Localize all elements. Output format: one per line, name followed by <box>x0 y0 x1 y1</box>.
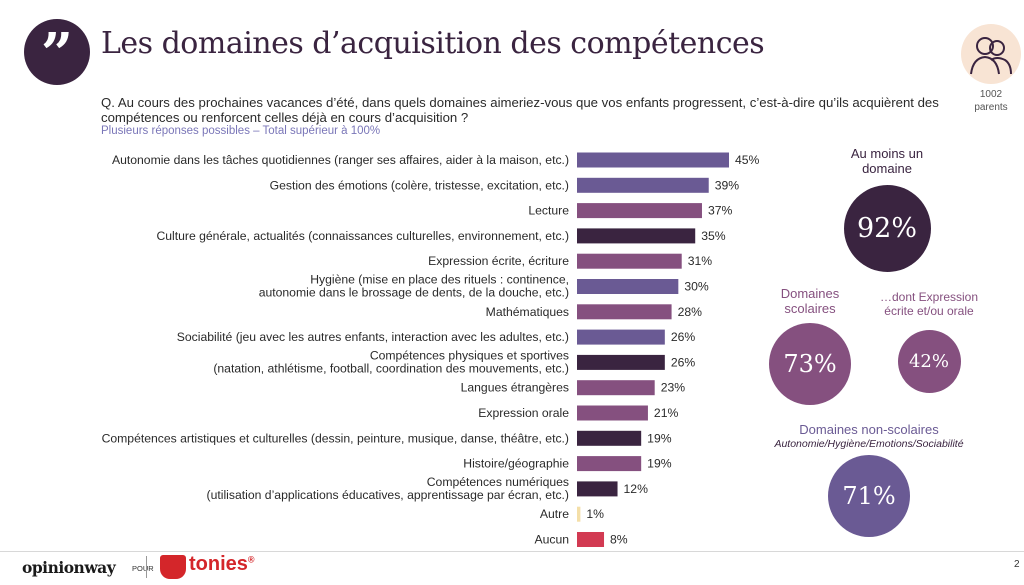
category-label-15: Aucun <box>534 533 569 547</box>
summary-any: Au moins un domaine 92% <box>820 146 954 272</box>
category-label-12: Histoire/géographie <box>463 457 569 471</box>
category-label-10: Expression orale <box>478 406 569 420</box>
bar-6 <box>577 304 672 320</box>
bar-15 <box>577 532 605 547</box>
parents-count: 1002 <box>979 89 1003 100</box>
category-label-13-line-0: Compétences numériques <box>427 475 569 489</box>
category-label-13: Compétences numériques (utilisation d’app… <box>207 475 569 502</box>
value-label-11: 19% <box>647 431 672 445</box>
pour-label: POUR <box>132 564 154 573</box>
value-label-7: 26% <box>671 330 696 344</box>
value-label-4: 31% <box>688 254 713 268</box>
summary-nonschool-value: 71% <box>842 482 896 510</box>
value-label-9: 23% <box>661 381 686 395</box>
bar-1 <box>577 177 709 193</box>
category-label-5-line-1: autonomie dans le brossage de dents, de … <box>259 286 569 300</box>
value-label-0: 45% <box>735 153 760 167</box>
summary-school-expression-value: 42% <box>908 351 949 372</box>
category-label-14: Autre <box>540 507 569 521</box>
survey-question: Q. Au cours des prochaines vacances d’ét… <box>101 95 939 125</box>
brand-separator <box>146 556 147 578</box>
summary-any-value: 92% <box>856 213 917 244</box>
footer: opinionway POUR tonies® 2 <box>0 550 1024 585</box>
opinionway-logo: opinionway <box>22 558 116 577</box>
bar-11 <box>577 430 642 446</box>
bar-5 <box>577 279 679 294</box>
value-label-10: 21% <box>654 406 679 420</box>
sample-size: 1002 parents <box>955 24 1024 114</box>
bar-2 <box>577 203 702 219</box>
registered-mark: ® <box>247 554 255 565</box>
summary-nonschool-title: Domaines non-scolaires <box>799 422 939 437</box>
summary-school-circle: 73% <box>769 323 851 405</box>
summary-school-value: 73% <box>783 350 837 378</box>
value-label-6: 28% <box>678 305 703 319</box>
bar-9 <box>577 380 655 396</box>
tonies-logo: tonies® <box>189 553 255 576</box>
value-label-8: 26% <box>671 355 696 369</box>
footer-divider <box>0 551 1024 552</box>
value-label-5: 30% <box>684 280 709 294</box>
tonies-logo-icon <box>160 555 186 579</box>
bar-3 <box>577 228 696 244</box>
bar-4 <box>577 253 682 269</box>
category-label-8-line-0: Compétences physiques et sportives <box>370 348 569 362</box>
summary-nonschool-circle: 71% <box>828 455 910 537</box>
category-label-9: Langues étrangères <box>461 381 569 395</box>
summary-nonschool: Domaines non-scolaires Autonomie/Hygiène… <box>742 422 996 537</box>
category-label-6: Mathématiques <box>486 305 569 319</box>
value-label-2: 37% <box>708 204 733 218</box>
category-label-8: Compétences physiques et sportives (natat… <box>213 348 569 375</box>
summary-nonschool-subtitle: Autonomie/Hygiène/Emotions/Sociabilité <box>774 438 964 450</box>
quote-icon: ” <box>24 19 90 87</box>
page-title: Les domaines d’acquisition des compétenc… <box>101 26 765 61</box>
category-label-3: Culture générale, actualités (connaissan… <box>156 229 569 243</box>
value-label-12: 19% <box>647 457 672 471</box>
bar-7 <box>577 329 665 345</box>
page-number: 2 <box>1014 559 1020 570</box>
parents-icon <box>961 24 1021 84</box>
category-label-5-line-0: Hygiène (mise en place des rituels : con… <box>310 273 569 287</box>
category-label-1: Gestion des émotions (colère, tristesse,… <box>270 178 569 192</box>
summary-school-expression-title: …dont Expression écrite et/ou orale <box>879 290 979 318</box>
summary-school-expression: …dont Expression écrite et/ou orale 42% <box>862 290 996 393</box>
bar-13 <box>577 481 618 497</box>
category-label-2: Lecture <box>528 204 569 218</box>
bar-10 <box>577 405 648 421</box>
category-label-11: Compétences artistiques et culturelles (… <box>102 431 569 445</box>
summary-school: Domaines scolaires 73% <box>760 286 860 405</box>
value-label-3: 35% <box>701 229 726 243</box>
tonies-logo-text: tonies <box>189 553 248 575</box>
value-label-1: 39% <box>715 178 740 192</box>
bar-chart: 45% Autonomie dans les tâches quotidienne… <box>102 152 760 547</box>
parents-label: parents <box>974 102 1008 113</box>
bar-8 <box>577 354 665 370</box>
value-label-14: 1% <box>586 507 604 521</box>
summary-any-circle: 92% <box>843 185 931 272</box>
category-label-5: Hygiène (mise en place des rituels : con… <box>259 273 569 300</box>
bar-14 <box>577 506 581 522</box>
answer-note: Plusieurs réponses possibles – Total sup… <box>101 125 381 137</box>
value-label-13: 12% <box>624 482 649 496</box>
bar-12 <box>577 456 642 472</box>
category-label-7: Sociabilité (jeu avec les autres enfants… <box>177 330 569 344</box>
category-label-13-line-1: (utilisation d’applications éducatives, … <box>207 488 569 502</box>
summary-school-expression-circle: 42% <box>897 330 961 393</box>
category-label-4: Expression écrite, écriture <box>428 254 569 268</box>
summary-any-title: Au moins un domaine <box>850 146 924 176</box>
value-label-15: 8% <box>610 533 628 547</box>
summary-school-title: Domaines scolaires <box>780 286 840 316</box>
category-label-8-line-1: (natation, athlétisme, football, coordin… <box>213 361 569 375</box>
category-label-0: Autonomie dans les tâches quotidiennes (… <box>112 153 569 167</box>
bar-0 <box>577 152 729 168</box>
